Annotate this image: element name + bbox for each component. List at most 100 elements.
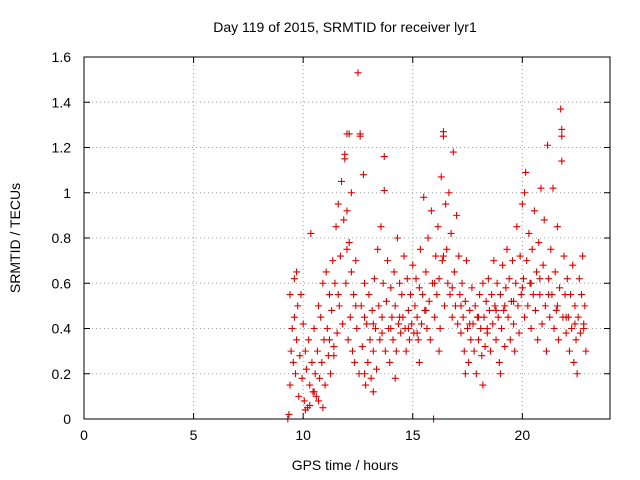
data-point xyxy=(305,336,313,344)
data-point xyxy=(524,302,532,310)
data-point xyxy=(415,284,423,292)
data-point xyxy=(392,347,400,355)
data-point xyxy=(527,325,535,332)
data-point xyxy=(529,291,537,299)
data-point xyxy=(389,336,397,344)
data-point xyxy=(343,207,351,215)
data-point xyxy=(477,325,485,332)
data-point xyxy=(519,275,527,283)
data-point xyxy=(347,268,355,276)
data-point xyxy=(380,153,388,161)
data-point xyxy=(396,279,404,287)
data-point xyxy=(369,388,377,396)
data-point xyxy=(439,252,447,260)
data-point xyxy=(352,257,360,265)
y-tick-label: 0.2 xyxy=(52,366,72,382)
data-point xyxy=(535,239,543,247)
data-point xyxy=(554,336,562,344)
data-point xyxy=(544,141,552,149)
data-point xyxy=(306,401,314,409)
data-point xyxy=(511,347,519,355)
data-point xyxy=(398,291,406,299)
data-point xyxy=(366,336,374,344)
data-point xyxy=(286,381,294,389)
data-point xyxy=(290,275,298,283)
data-point xyxy=(391,374,399,382)
data-point xyxy=(578,291,586,299)
data-point xyxy=(424,234,432,242)
data-point xyxy=(378,313,386,321)
data-point xyxy=(579,252,587,260)
data-point xyxy=(487,347,495,355)
data-point xyxy=(365,291,373,299)
data-point xyxy=(375,302,383,310)
data-point xyxy=(340,216,348,224)
data-point xyxy=(288,325,296,332)
data-point xyxy=(328,306,336,314)
data-point xyxy=(397,329,405,337)
data-point xyxy=(558,125,566,133)
data-point xyxy=(312,392,320,400)
data-point xyxy=(301,406,309,414)
data-point xyxy=(408,320,416,328)
data-point xyxy=(505,275,513,283)
data-point xyxy=(493,279,501,287)
data-point xyxy=(407,291,415,299)
y-axis-label: SRMTID / TECUs xyxy=(7,183,23,293)
y-tick-label: 1 xyxy=(63,185,71,201)
data-point xyxy=(329,257,337,265)
data-point xyxy=(415,358,423,366)
data-point xyxy=(461,297,469,305)
data-point xyxy=(298,374,306,382)
data-point xyxy=(287,347,295,355)
data-point xyxy=(530,207,538,215)
data-point xyxy=(299,320,307,328)
data-point xyxy=(367,374,375,382)
data-point xyxy=(376,336,384,344)
data-point xyxy=(501,302,509,310)
x-tick-label: 20 xyxy=(515,427,531,443)
data-point xyxy=(323,325,331,332)
data-point xyxy=(321,381,329,389)
data-point xyxy=(432,252,440,260)
data-point xyxy=(482,297,490,305)
x-tick-label: 0 xyxy=(80,427,88,443)
data-point xyxy=(335,302,343,310)
data-point xyxy=(462,257,470,265)
data-point xyxy=(413,329,421,337)
data-point xyxy=(373,365,381,373)
data-point xyxy=(537,184,545,192)
data-point xyxy=(500,306,508,314)
data-point xyxy=(325,336,333,344)
data-point xyxy=(574,313,582,321)
data-point xyxy=(498,325,506,332)
data-point xyxy=(343,245,351,253)
data-point xyxy=(502,284,510,292)
data-point xyxy=(350,291,358,299)
data-point xyxy=(565,347,573,355)
data-point xyxy=(528,245,536,253)
data-point xyxy=(296,352,304,360)
data-point xyxy=(404,325,412,332)
data-point xyxy=(569,261,577,269)
data-point xyxy=(490,257,498,265)
data-point xyxy=(552,306,560,314)
data-point xyxy=(344,336,352,344)
data-point xyxy=(332,223,340,231)
data-point xyxy=(521,313,529,321)
data-point xyxy=(484,275,492,283)
data-point xyxy=(409,261,417,269)
data-point xyxy=(313,347,321,355)
data-point xyxy=(518,200,526,208)
data-point xyxy=(361,279,369,287)
data-point xyxy=(300,397,308,405)
data-point xyxy=(390,268,398,276)
data-point xyxy=(405,336,413,344)
data-point xyxy=(353,325,361,332)
data-point xyxy=(291,370,299,378)
data-point xyxy=(380,186,388,194)
data-point xyxy=(512,279,520,287)
data-point xyxy=(426,336,434,344)
chart-title: Day 119 of 2015, SRMTID for receiver lyr… xyxy=(213,19,477,35)
data-point xyxy=(317,313,325,321)
